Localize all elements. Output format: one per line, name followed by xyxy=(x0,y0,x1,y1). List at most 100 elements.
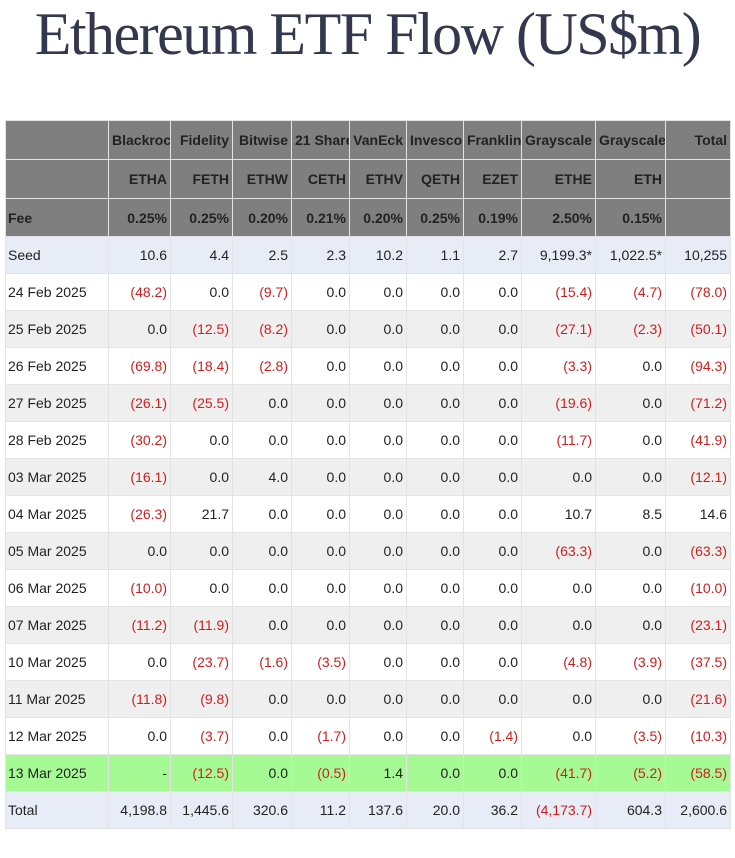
flow-cell: (0.5) xyxy=(291,754,350,792)
flow-cell: (94.3) xyxy=(665,347,731,385)
flow-cell: 0.0 xyxy=(595,680,666,718)
flow-cell: 0.0 xyxy=(349,384,407,422)
issuer-label: Grayscale xyxy=(595,120,666,160)
flow-cell: (63.3) xyxy=(521,532,596,570)
flow-cell: 0.0 xyxy=(463,606,522,644)
flow-cell: (3.7) xyxy=(170,717,233,755)
flow-cell: 0.0 xyxy=(232,569,292,607)
ticker-label: ETH xyxy=(595,159,666,199)
table-row: 28 Feb 2025 (30.2) 0.0 0.0 0.0 0.0 0.0 0.0 (11.7… xyxy=(5,421,731,459)
fee-label: 0.19% xyxy=(463,198,522,237)
flow-cell: 0.0 xyxy=(406,717,464,755)
flow-cell: 0.0 xyxy=(291,384,350,422)
flow-cell: 0.0 xyxy=(108,310,171,348)
flow-cell: 0.0 xyxy=(108,643,171,681)
table-row: 04 Mar 2025 (26.3) 21.7 0.0 0.0 0.0 0.0 0.0 10.7… xyxy=(5,495,731,533)
flow-cell: 0.0 xyxy=(349,532,407,570)
flow-cell: (10.3) xyxy=(665,717,731,755)
flow-cell: 0.0 xyxy=(406,458,464,496)
table-row: 27 Feb 2025 (26.1) (25.5) 0.0 0.0 0.0 0.0 0.0 (1… xyxy=(5,384,731,422)
fee-label: 0.20% xyxy=(232,198,292,237)
total-row: Total 4,198.8 1,445.6 320.6 11.2 137.6 20.0 36.… xyxy=(5,791,731,829)
flow-cell: 4,198.8 xyxy=(108,791,171,829)
table-row: 10 Mar 2025 0.0 (23.7) (1.6) (3.5) 0.0 0.0 0.0(… xyxy=(5,643,731,681)
flow-cell: 0.0 xyxy=(463,643,522,681)
flow-cell: 1,445.6 xyxy=(170,791,233,829)
flow-cell: (12.5) xyxy=(170,754,233,792)
row-label: 07 Mar 2025 xyxy=(5,606,109,644)
flow-cell: 0.0 xyxy=(291,273,350,311)
flow-cell: 0.0 xyxy=(406,606,464,644)
flow-cell: 0.0 xyxy=(521,569,596,607)
flow-cell: 9,199.3* xyxy=(521,236,596,274)
flow-cell: 0.0 xyxy=(521,717,596,755)
flow-cell: 320.6 xyxy=(232,791,292,829)
flow-cell: 0.0 xyxy=(349,569,407,607)
flow-cell: 0.0 xyxy=(349,643,407,681)
ticker-label: ETHW xyxy=(232,159,292,199)
table-row: 07 Mar 2025 (11.2) (11.9) 0.0 0.0 0.0 0.0 0.0 0.… xyxy=(5,606,731,644)
flow-cell: 0.0 xyxy=(406,310,464,348)
flow-cell: (26.3) xyxy=(108,495,171,533)
flow-cell: 0.0 xyxy=(406,421,464,459)
issuer-label: Bitwise xyxy=(232,120,292,160)
flow-cell: 2.5 xyxy=(232,236,292,274)
fee-label: 2.50% xyxy=(521,198,596,237)
ticker-label: CETH xyxy=(291,159,350,199)
flow-cell: 21.7 xyxy=(170,495,233,533)
row-label: Total xyxy=(5,791,109,829)
flow-cell: 2.3 xyxy=(291,236,350,274)
flow-cell: (9.8) xyxy=(170,680,233,718)
flow-cell: 0.0 xyxy=(170,458,233,496)
flow-cell: (3.5) xyxy=(595,717,666,755)
flow-cell: 0.0 xyxy=(595,569,666,607)
flow-cell: 0.0 xyxy=(463,458,522,496)
flow-cell: 0.0 xyxy=(595,384,666,422)
flow-cell: 2,600.6 xyxy=(665,791,731,829)
flow-cell: - xyxy=(108,754,171,792)
issuer-label: Grayscale xyxy=(521,120,596,160)
flow-cell: 0.0 xyxy=(521,680,596,718)
flow-cell: 0.0 xyxy=(595,347,666,385)
ticker-row: ETHA FETH ETHW CETH ETHV QETH EZET ETHE ETH xyxy=(5,159,731,199)
flow-cell: (41.7) xyxy=(521,754,596,792)
flow-cell: 0.0 xyxy=(291,347,350,385)
flow-cell: 1,022.5* xyxy=(595,236,666,274)
flow-cell: (11.9) xyxy=(170,606,233,644)
flow-cell: 0.0 xyxy=(232,680,292,718)
table-row: 12 Mar 2025 0.0 (3.7) 0.0 (1.7) 0.0 0.0 (1.4) 0.… xyxy=(5,717,731,755)
flow-cell: 0.0 xyxy=(463,273,522,311)
flow-cell: 1.1 xyxy=(406,236,464,274)
flow-cell: 0.0 xyxy=(291,458,350,496)
flow-cell: 2.7 xyxy=(463,236,522,274)
fee-label: 0.21% xyxy=(291,198,350,237)
table-row: 03 Mar 2025 (16.1) 0.0 4.0 0.0 0.0 0.0 0.0 0.0 0.… xyxy=(5,458,731,496)
flow-cell: 4.0 xyxy=(232,458,292,496)
flow-cell: (3.3) xyxy=(521,347,596,385)
flow-cell: 0.0 xyxy=(406,495,464,533)
flow-cell: 0.0 xyxy=(349,273,407,311)
flow-cell: (3.9) xyxy=(595,643,666,681)
ticker-label: ETHV xyxy=(349,159,407,199)
flow-cell: 0.0 xyxy=(406,384,464,422)
flow-cell: (12.5) xyxy=(170,310,233,348)
table-row: 06 Mar 2025 (10.0) 0.0 0.0 0.0 0.0 0.0 0.0 0.0 0.… xyxy=(5,569,731,607)
flow-cell: 1.4 xyxy=(349,754,407,792)
flow-cell: (4.8) xyxy=(521,643,596,681)
fee-label: 0.25% xyxy=(406,198,464,237)
flow-cell: 0.0 xyxy=(406,569,464,607)
flow-cell: (41.9) xyxy=(665,421,731,459)
flow-cell: (4.7) xyxy=(595,273,666,311)
row-label: 11 Mar 2025 xyxy=(5,680,109,718)
flow-cell: (63.3) xyxy=(665,532,731,570)
flow-cell: (21.6) xyxy=(665,680,731,718)
flow-cell: 0.0 xyxy=(232,532,292,570)
row-label: 26 Feb 2025 xyxy=(5,347,109,385)
fee-label: 0.25% xyxy=(108,198,171,237)
fee-label: 0.20% xyxy=(349,198,407,237)
flow-cell: (58.5) xyxy=(665,754,731,792)
issuer-label: Total xyxy=(665,120,731,160)
ticker-label: ETHA xyxy=(108,159,171,199)
flow-cell: 0.0 xyxy=(170,532,233,570)
flow-cell: 0.0 xyxy=(108,532,171,570)
